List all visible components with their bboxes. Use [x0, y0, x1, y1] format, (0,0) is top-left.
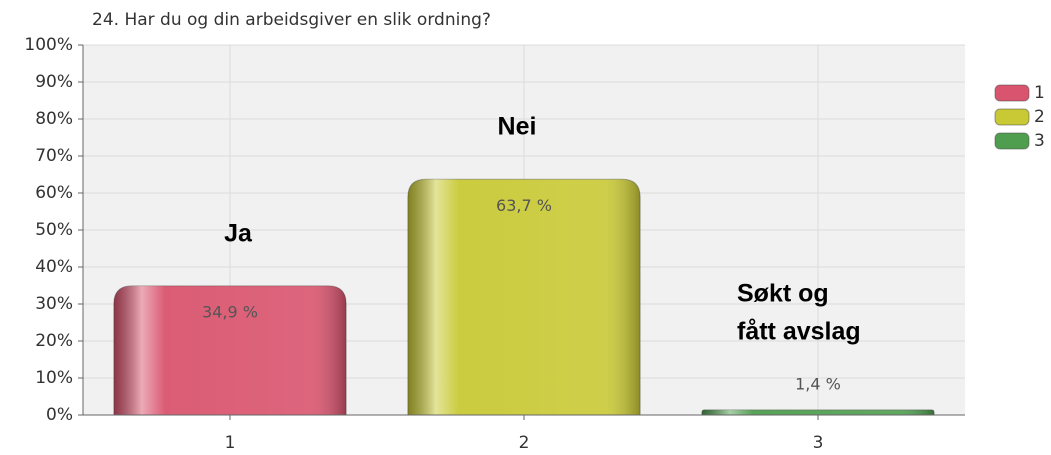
legend-label: 2 [1034, 107, 1045, 127]
y-tick-label: 100% [24, 35, 73, 55]
bar-shine [701, 409, 935, 415]
annotation: Nei [498, 113, 537, 141]
bar-shine [407, 179, 641, 415]
y-tick-label: 20% [35, 331, 73, 351]
x-tick-label: 1 [225, 433, 236, 453]
y-tick-label: 0% [46, 405, 73, 425]
chart-title: 24. Har du og din arbeidsgiver en slik o… [92, 10, 491, 30]
value-label: 1,4 % [795, 374, 841, 393]
value-label: 34,9 % [202, 302, 258, 321]
legend-label: 1 [1034, 83, 1045, 103]
y-tick-label: 90% [35, 72, 73, 92]
x-tick-label: 3 [813, 433, 824, 453]
y-tick-label: 10% [35, 368, 73, 388]
y-tick-label: 30% [35, 294, 73, 314]
annotation: Søkt og [737, 280, 829, 308]
y-tick-label: 40% [35, 257, 73, 277]
legend-label: 3 [1034, 131, 1045, 151]
x-tick-label: 2 [519, 433, 530, 453]
legend-swatch [994, 84, 1030, 102]
legend-swatch [994, 108, 1030, 126]
value-label: 63,7 % [496, 196, 552, 215]
y-tick-label: 70% [35, 146, 73, 166]
y-tick-label: 50% [35, 220, 73, 240]
annotation: fått avslag [737, 318, 861, 346]
bar-shine [113, 285, 347, 415]
y-tick-label: 80% [35, 109, 73, 129]
y-tick-label: 60% [35, 183, 73, 203]
legend-swatch [994, 132, 1030, 150]
annotation: Ja [224, 220, 253, 248]
